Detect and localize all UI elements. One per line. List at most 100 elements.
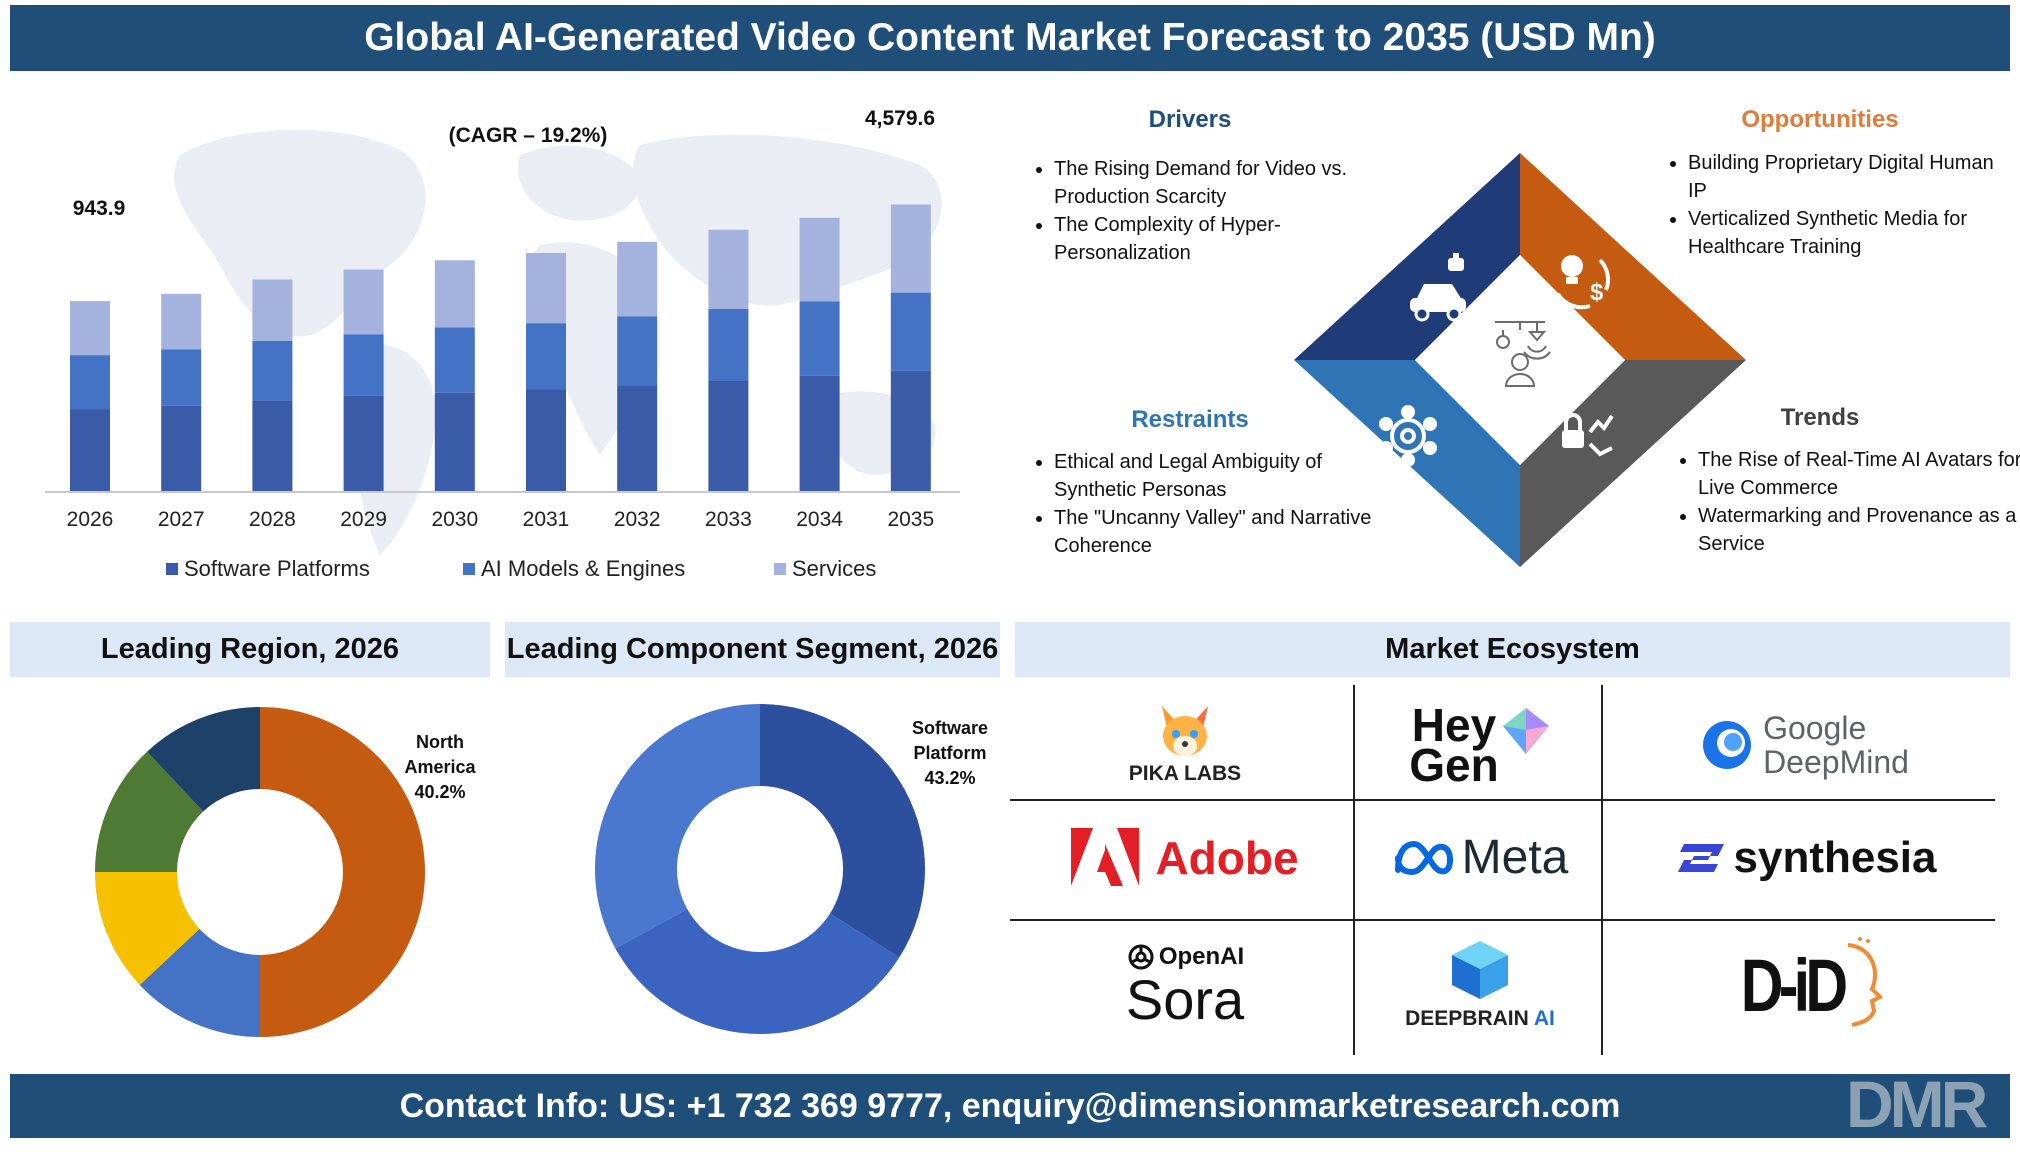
restraints-item: Ethical and Legal Ambiguity of Synthetic… — [1054, 448, 1384, 504]
donut-slice — [760, 704, 925, 958]
bar-segment-ai-models — [161, 349, 202, 406]
bar-segment-services — [434, 260, 475, 328]
donut-slice — [260, 707, 425, 1037]
x-tick-label: 2034 — [796, 508, 843, 531]
legend-services: Services — [774, 556, 876, 582]
restraints-list: Ethical and Legal Ambiguity of Synthetic… — [1026, 448, 1384, 560]
robot-car-icon — [1410, 253, 1466, 322]
bar-segment-software — [252, 400, 293, 492]
google-deepmind-logo: Google DeepMind — [1605, 690, 2005, 800]
bar-segment-software — [434, 392, 475, 492]
region-label-line1: North — [416, 732, 464, 752]
donut-slice — [595, 704, 760, 949]
donut-slice — [95, 872, 200, 985]
bar-segment-software — [890, 370, 931, 492]
donut-slice — [615, 908, 900, 1034]
heygen-gem-icon — [1502, 708, 1549, 754]
region-panel-title: Leading Region, 2026 — [10, 622, 490, 677]
trends-item: The Rise of Real-Time AI Avatars for Liv… — [1698, 446, 2020, 502]
legend-ai-models: AI Models & Engines — [463, 556, 685, 582]
pika-labs-text: PIKA LABS — [1128, 762, 1242, 785]
opportunities-list: Building Proprietary Digital Human IP Ve… — [1660, 149, 2008, 261]
google-text: Google — [1763, 710, 1867, 746]
bar-segment-ai-models — [708, 309, 749, 381]
opportunities-item: Building Proprietary Digital Human IP — [1688, 149, 2008, 205]
region-donut-chart — [95, 707, 425, 1037]
lock-chart-icon — [1562, 413, 1614, 457]
trends-title: Trends — [1780, 404, 1860, 431]
region-label-line2: America — [404, 757, 476, 777]
legend-swatch-services — [774, 563, 786, 575]
bar-segment-software — [708, 380, 749, 492]
x-tick-label: 2031 — [523, 508, 570, 531]
x-tick-label: 2035 — [887, 508, 934, 531]
synthesia-text: synthesia — [1733, 832, 1937, 882]
bar-segment-services — [708, 229, 749, 310]
meta-infinity-icon — [1394, 840, 1453, 875]
d-id-logo: D-iD — [1605, 920, 2005, 1050]
bar-segment-services — [252, 279, 293, 341]
legend-label-ai-models: AI Models & Engines — [481, 556, 686, 581]
ecosystem-panel-title: Market Ecosystem — [1015, 622, 2010, 677]
bar-segment-software — [343, 395, 384, 492]
bar-segment-services — [890, 204, 931, 293]
drivers-item: The Complexity of Hyper-Personalization — [1054, 211, 1374, 267]
legend-software-platforms: Software Platforms — [166, 556, 370, 582]
heygen-text-2: Gen — [1409, 739, 1499, 791]
legend-label-services: Services — [792, 556, 877, 581]
meta-logo: Meta — [1365, 805, 1595, 910]
cagr-annotation: (CAGR – 19.2%) — [449, 124, 608, 147]
idea-dollar-icon: $ — [1556, 255, 1610, 310]
meta-text: Meta — [1461, 831, 1569, 884]
dmr-logo: DMR — [1846, 1067, 1988, 1141]
opportunities-item: Verticalized Synthetic Media for Healthc… — [1688, 205, 2008, 261]
bar-segment-ai-models — [252, 340, 293, 401]
diamond-trends — [1520, 360, 1746, 567]
svg-text:$: $ — [1590, 279, 1604, 306]
bar-segment-ai-models — [343, 334, 384, 396]
restraints-title: Restraints — [1131, 406, 1249, 433]
synthesia-logo: synthesia — [1605, 805, 2005, 910]
deepmind-icon — [1703, 721, 1752, 769]
d-id-text: D-iD — [1740, 943, 1848, 1027]
deepbrain-text: DEEPBRAIN — [1405, 1007, 1529, 1030]
trends-list: The Rise of Real-Time AI Avatars for Liv… — [1670, 446, 2020, 558]
openai-sora-logo: OpenAI Sora — [1015, 920, 1355, 1050]
pika-fox-icon — [1162, 706, 1208, 756]
deepbrain-cube-icon — [1452, 941, 1508, 999]
market-bar-chart: 2026 2027 2028 2029 2030 2031 2032 2033 2034 2035… — [45, 107, 960, 531]
bar-segment-software — [70, 409, 110, 492]
bar-segment-ai-models — [617, 316, 658, 386]
bar-segment-ai-models — [890, 292, 931, 371]
adobe-text: Adobe — [1155, 831, 1299, 884]
drivers-list: The Rising Demand for Video vs. Producti… — [1026, 155, 1374, 267]
bar-segment-ai-models — [799, 301, 840, 376]
heygen-text-1: Hey — [1411, 699, 1497, 751]
component-donut-chart — [595, 704, 925, 1034]
x-tick-label: 2033 — [705, 508, 752, 531]
x-tick-label: 2032 — [614, 508, 661, 531]
donut-slice — [95, 751, 204, 872]
component-label-line2: Platform — [913, 743, 987, 763]
bar-segment-services — [161, 293, 202, 350]
legend-swatch-ai-models — [463, 563, 475, 575]
adobe-a-icon — [1071, 827, 1140, 886]
sora-text: Sora — [1125, 968, 1245, 1031]
component-label-line3: 43.2% — [924, 768, 976, 788]
bar-segment-services — [343, 269, 384, 335]
ecosystem-grid — [1010, 685, 1995, 1055]
first-total-label: 943.9 — [73, 197, 126, 220]
synthesia-icon — [1677, 843, 1724, 872]
bar-segment-software — [617, 385, 658, 492]
legend-label-software: Software Platforms — [184, 556, 370, 581]
deepbrain-ai-text: AI — [1533, 1007, 1555, 1030]
region-label-line3: 40.2% — [414, 782, 466, 802]
deepbrain-logo: DEEPBRAIN AI — [1365, 920, 1595, 1050]
x-tick-label: 2027 — [158, 508, 205, 531]
openai-icon — [1128, 944, 1154, 970]
bar-segment-services — [526, 252, 566, 324]
last-total-label: 4,579.6 — [865, 107, 935, 130]
bar-segment-ai-models — [70, 355, 110, 410]
donut-slice — [147, 707, 260, 812]
bar-segment-ai-models — [434, 327, 475, 393]
